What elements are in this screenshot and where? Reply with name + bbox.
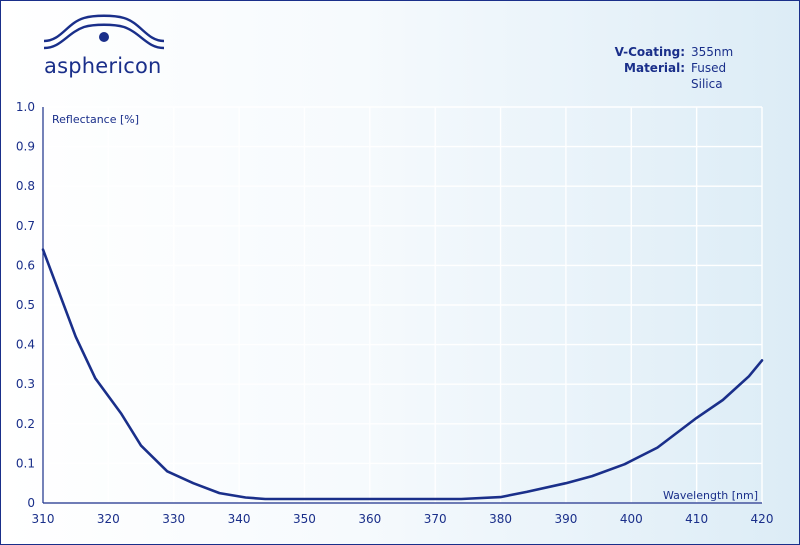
x-axis-label: Wavelength [nm] xyxy=(663,489,758,502)
x-tick-label: 350 xyxy=(293,512,316,526)
y-tick-labels: 0 0.1 0.2 0.3 0.4 0.5 0.6 0.7 0.8 0.9 1.0 xyxy=(16,100,35,510)
y-tick-label: 0.5 xyxy=(16,298,35,312)
info-key: V-Coating: xyxy=(614,45,685,59)
x-tick-label: 400 xyxy=(620,512,643,526)
y-tick-label: 0.9 xyxy=(16,140,35,154)
x-tick-label: 310 xyxy=(32,512,55,526)
y-tick-label: 0 xyxy=(27,496,35,510)
x-tick-label: 340 xyxy=(228,512,251,526)
brand-name: asphericon xyxy=(44,54,162,78)
y-tick-label: 1.0 xyxy=(16,100,35,114)
x-tick-labels: 310 320 330 340 350 360 370 380 390 400 410 420 xyxy=(32,512,774,526)
series-line xyxy=(41,248,764,501)
info-value: 355nm xyxy=(691,45,734,59)
x-tick-label: 410 xyxy=(685,512,708,526)
x-tick-label: 320 xyxy=(97,512,120,526)
y-tick-label: 0.1 xyxy=(16,456,35,470)
info-key: Material: xyxy=(624,61,685,75)
y-axis-label: Reflectance [%] xyxy=(52,113,139,126)
x-tick-label: 390 xyxy=(554,512,577,526)
x-tick-label: 370 xyxy=(424,512,447,526)
info-value: Fused Silica xyxy=(691,61,727,91)
y-tick-label: 0.2 xyxy=(16,417,35,431)
y-tick-label: 0.3 xyxy=(16,377,35,391)
info-row: V-Coating: 355nm xyxy=(615,44,757,60)
axes xyxy=(42,107,762,504)
x-tick-label: 420 xyxy=(751,512,774,526)
coating-info: V-Coating: 355nm Material: Fused Silica xyxy=(615,44,757,92)
y-tick-label: 0.6 xyxy=(16,258,35,272)
y-tick-label: 0.7 xyxy=(16,219,35,233)
grid-lines xyxy=(42,106,763,504)
x-tick-label: 360 xyxy=(358,512,381,526)
asphericon-logo-icon xyxy=(43,14,165,50)
series-layer xyxy=(41,248,764,501)
x-tick-label: 330 xyxy=(162,512,185,526)
y-tick-label: 0.8 xyxy=(16,179,35,193)
x-tick-label: 380 xyxy=(489,512,512,526)
info-row: Material: Fused Silica xyxy=(615,60,757,92)
y-tick-label: 0.4 xyxy=(16,338,35,352)
